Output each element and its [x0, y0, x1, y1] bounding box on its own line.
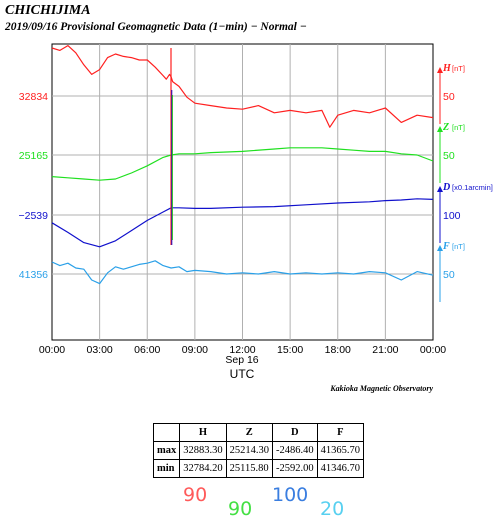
x-tick-label: 09:00 — [182, 344, 208, 356]
series-base-label: 25165 — [19, 150, 48, 162]
stats-header-cell: Z — [225, 423, 274, 442]
stats-row-max: max 32883.30 25214.30 -2486.40 41365.70 — [152, 441, 365, 460]
grid — [52, 44, 433, 340]
x-tick-label: 21:00 — [372, 344, 398, 356]
stats-header-cell: D — [272, 423, 318, 442]
stats-cell: 32883.30 — [179, 441, 227, 460]
stats-cell: 25214.30 — [225, 441, 274, 460]
x-tick-label: 06:00 — [134, 344, 160, 356]
chart-subtitle: 2019/09/16 Provisional Geomagnetic Data … — [4, 21, 307, 33]
component-name: H — [442, 63, 452, 74]
x-tick-label: 00:00 — [39, 344, 65, 356]
stats-header-row: H Z D F — [152, 423, 365, 442]
stats-cell: 41346.70 — [316, 459, 365, 478]
scale-arrow-icon — [437, 67, 443, 73]
scale-label: 100 — [443, 210, 461, 222]
stats-cell: 41365.70 — [316, 441, 365, 460]
handwritten-note-f: 20 — [320, 498, 345, 520]
scale-label: 50 — [443, 91, 455, 103]
x-axis-label: UTC — [230, 367, 255, 381]
stats-header-cell: H — [179, 423, 227, 442]
stats-cell: -2592.00 — [272, 459, 318, 478]
handwritten-note-h: 90 — [183, 484, 208, 506]
scale-arrow-icon — [437, 245, 443, 251]
observatory-credit: Kakioka Magnetic Observatory — [329, 384, 433, 393]
x-tick-label: 03:00 — [86, 344, 112, 356]
series-base-label: 41356 — [19, 269, 48, 281]
stats-row-label: min — [152, 459, 181, 478]
series-line-h — [51, 44, 434, 128]
stats-row-min: min 32784.20 25115.80 -2592.00 41346.70 — [152, 459, 365, 478]
component-unit: [nT] — [452, 64, 465, 73]
series-base-label: 32834 — [19, 91, 48, 103]
stats-cell: 32784.20 — [179, 459, 227, 478]
scale-label: 50 — [443, 269, 455, 281]
scale-label: 50 — [443, 150, 455, 162]
x-tick-label: 15:00 — [277, 344, 303, 356]
component-name: D — [442, 182, 450, 193]
x-tick-label: 18:00 — [325, 344, 351, 356]
component-name: F — [442, 241, 450, 252]
component-unit: [nT] — [452, 123, 465, 132]
series-line-d — [51, 198, 434, 248]
series-base-label: −2539 — [19, 210, 49, 222]
stats-cell: -2486.40 — [272, 441, 318, 460]
scale-arrow-icon — [437, 186, 443, 192]
station-title: CHICHIJIMA — [5, 3, 91, 18]
x-tick-label: 00:00 — [420, 344, 446, 356]
geomagnetic-chart: CHICHIJIMA 2019/09/16 Provisional Geomag… — [4, 3, 493, 393]
x-axis-ticks: 00:00 03:00 06:00 09:00 12:00 15:00 18:00 21:00… — [39, 344, 446, 356]
component-unit: [nT] — [452, 242, 465, 251]
stats-cell: 25115.80 — [225, 459, 274, 478]
x-date-label: Sep 16 — [225, 354, 258, 366]
series-line-z — [51, 147, 434, 181]
scale-arrow-icon — [437, 126, 443, 132]
stats-table: H Z D F max 32883.30 25214.30 -2486.40 4… — [152, 423, 365, 478]
stats-row-label: max — [152, 441, 181, 460]
handwritten-note-z: 90 — [228, 498, 253, 520]
stats-header-cell — [152, 423, 181, 442]
handwritten-note-d: 100 — [272, 484, 309, 506]
component-unit: [x0.1arcmin] — [452, 183, 493, 192]
series-line-f — [51, 260, 434, 285]
component-name: Z — [442, 122, 449, 133]
stats-header-cell: F — [316, 423, 365, 442]
x-tick-label: 12:00 — [229, 344, 255, 356]
